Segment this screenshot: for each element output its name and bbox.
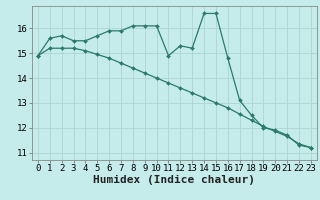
X-axis label: Humidex (Indice chaleur): Humidex (Indice chaleur) (93, 175, 255, 185)
